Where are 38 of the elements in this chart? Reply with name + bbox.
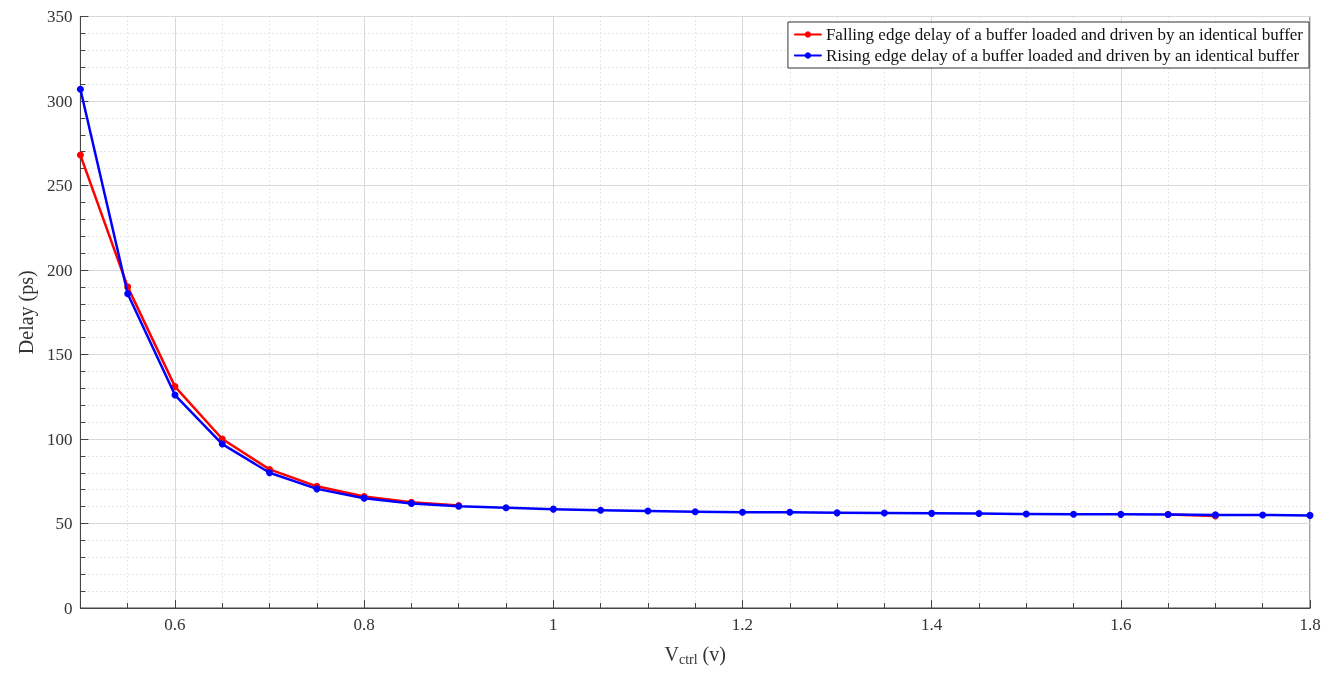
point	[76, 151, 84, 159]
y-tick-label: 350	[46, 7, 73, 26]
x-tick-label: 0.6	[164, 615, 186, 634]
point	[549, 505, 557, 513]
point	[266, 469, 274, 477]
point	[691, 508, 699, 516]
point	[975, 510, 983, 518]
point	[76, 85, 84, 93]
point	[1259, 511, 1267, 519]
point	[1306, 511, 1314, 519]
x-tick-label: 0.8	[353, 615, 375, 634]
x-tick-label: 1.6	[1110, 615, 1132, 634]
point	[1022, 510, 1030, 518]
x-tick-label: 1	[549, 615, 558, 634]
y-tick-label: 50	[55, 514, 73, 533]
legend-label: Falling edge delay of a buffer loaded and driven by an identical buffer	[825, 25, 1304, 44]
y-tick-label: 300	[46, 91, 73, 111]
y-tick-label: 0	[63, 598, 73, 618]
y-tick-label: 250	[46, 176, 73, 195]
x-tick-label: 1.4	[921, 615, 943, 634]
x-tick-label: 1.2	[731, 615, 754, 634]
y-tick-label: 100	[46, 429, 73, 449]
x-tick-label: 1.8	[1299, 615, 1321, 634]
point	[880, 509, 888, 517]
point	[502, 504, 510, 512]
point	[928, 509, 936, 517]
y-tick-label: 150	[46, 345, 73, 364]
legend-label: Rising edge delay of a buffer loaded and driven by an identical buffer	[825, 46, 1300, 65]
point	[1070, 510, 1078, 518]
point	[1117, 510, 1125, 518]
point	[786, 508, 794, 516]
y-tick-label: 200	[46, 260, 73, 280]
point	[833, 509, 841, 517]
point	[124, 290, 132, 298]
point	[739, 508, 746, 516]
point	[597, 506, 605, 514]
y-axis-title: Delay (ps)	[15, 270, 38, 355]
point	[218, 440, 226, 448]
